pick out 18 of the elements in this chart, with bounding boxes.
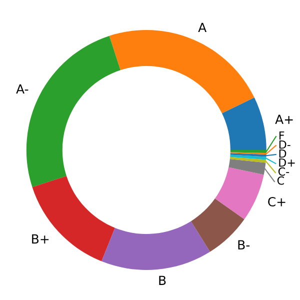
slice-label: D+ (279, 158, 295, 167)
slice-label: A- (16, 84, 28, 94)
donut-slice (214, 167, 264, 220)
slice-label: D- (279, 140, 290, 149)
slice-label: D (279, 150, 286, 158)
slice-label: F (279, 132, 284, 140)
donut-slice (102, 221, 210, 270)
donut-slice (109, 30, 254, 114)
slice-label: A+ (275, 114, 293, 124)
slice-label: B+ (32, 234, 49, 244)
slice-label: C+ (268, 196, 286, 206)
slice-label: B- (238, 240, 250, 250)
slice-label: A (198, 22, 207, 32)
donut-slice (32, 176, 115, 262)
donut-slice (222, 98, 266, 150)
slice-label: C- (278, 167, 290, 176)
slice-label: B (159, 276, 166, 285)
slice-label: C (277, 176, 284, 185)
